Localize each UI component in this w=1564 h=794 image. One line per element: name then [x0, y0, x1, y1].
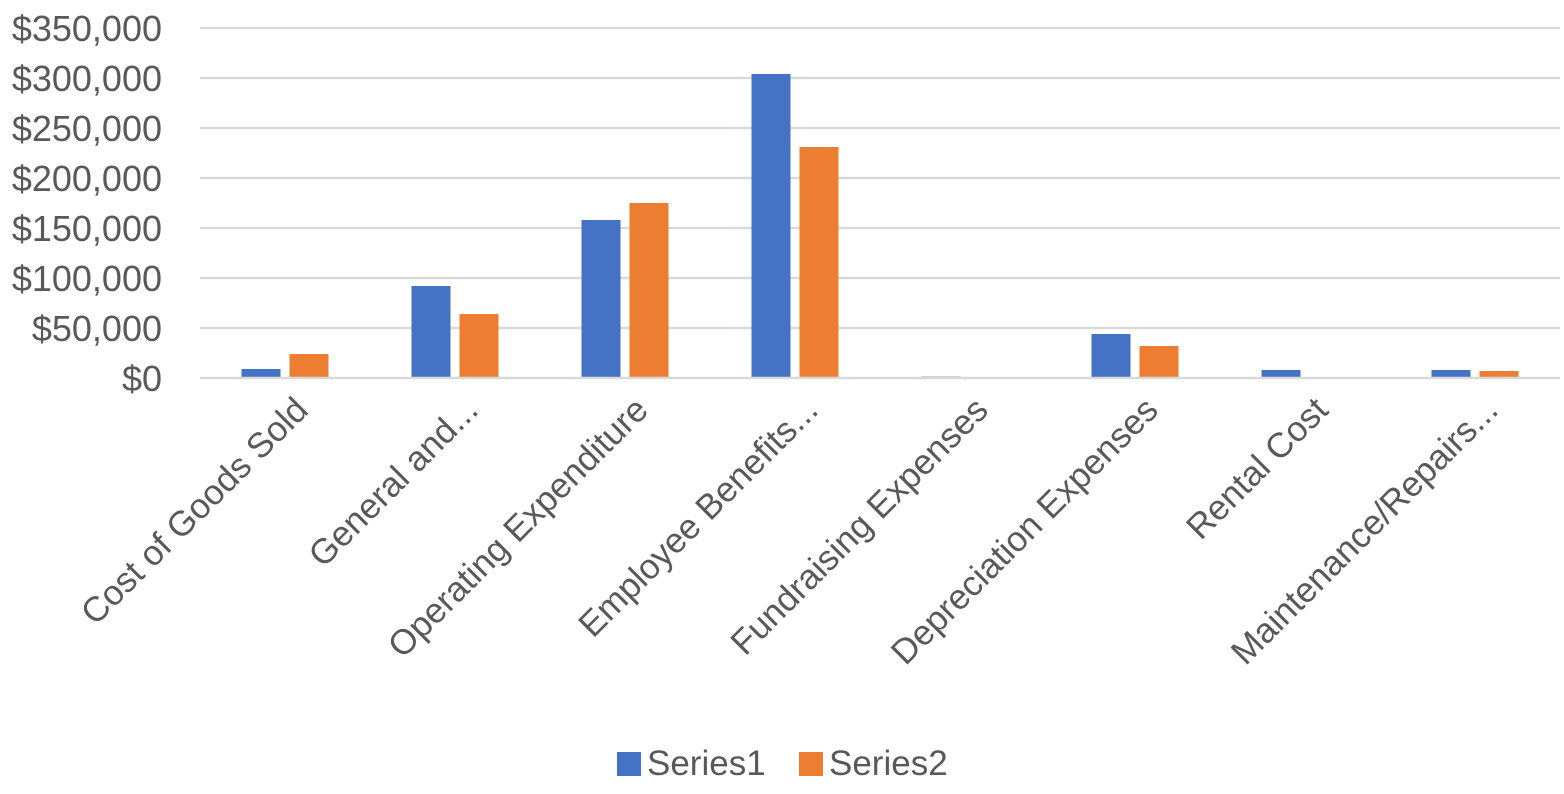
- y-tick-label: $0: [122, 358, 162, 399]
- y-tick-label: $250,000: [12, 108, 162, 149]
- legend-label-series2: Series2: [829, 744, 948, 783]
- y-tick-label: $150,000: [12, 208, 162, 249]
- bar-series1: [1091, 334, 1131, 378]
- y-tick-label: $200,000: [12, 158, 162, 199]
- bar-series1: [751, 74, 791, 378]
- x-category-label: Rental Cost: [1179, 390, 1336, 547]
- y-tick-label: $100,000: [12, 258, 162, 299]
- bar-series2: [1139, 346, 1179, 378]
- legend-swatch-series2: [799, 752, 823, 776]
- y-tick-label: $350,000: [12, 8, 162, 49]
- bar-series1: [411, 286, 451, 378]
- gridlines: [200, 26, 1560, 330]
- x-category-label: General and...: [301, 390, 485, 574]
- legend: Series1 Series2: [617, 744, 948, 783]
- legend-label-series1: Series1: [647, 744, 766, 783]
- bar-series2: [1479, 371, 1519, 378]
- bar-series1: [241, 369, 281, 378]
- y-axis-tick-labels: $0 $50,000 $100,000 $150,000 $200,000 $250,00…: [12, 8, 162, 399]
- y-tick-label: $300,000: [12, 58, 162, 99]
- x-category-label: Cost of Goods Sold: [73, 390, 315, 632]
- legend-swatch-series1: [617, 752, 641, 776]
- bar-series2: [289, 354, 329, 378]
- bar-series2: [799, 147, 839, 378]
- bar-series2: [459, 314, 499, 378]
- bar-series1: [1431, 370, 1471, 378]
- y-tick-label: $50,000: [32, 308, 162, 349]
- bars: [241, 74, 1519, 378]
- bar-series1: [1261, 370, 1301, 378]
- bar-series2: [629, 203, 669, 378]
- bar-series1: [581, 220, 621, 378]
